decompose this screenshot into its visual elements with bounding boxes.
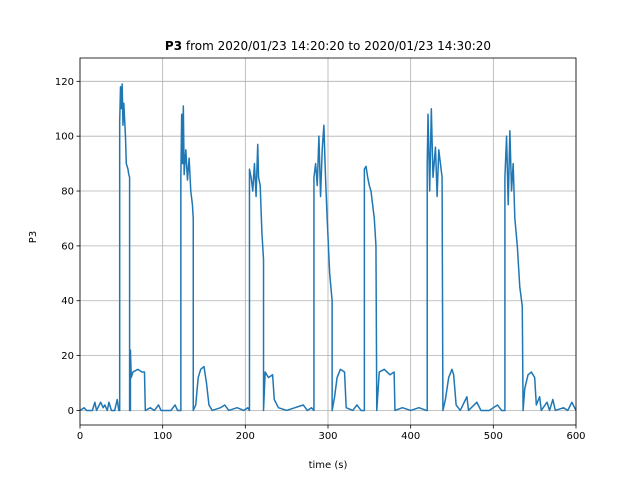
y-tick-label: 40 (61, 296, 74, 307)
title-rest: from 2020/01/23 14:20:20 to 2020/01/23 1… (186, 39, 491, 53)
x-tick-label: 300 (318, 431, 337, 442)
y-tick-label: 60 (61, 241, 74, 252)
x-axis-label: time (s) (309, 460, 348, 471)
y-tick-label: 120 (55, 77, 74, 88)
y-tick-label: 20 (61, 351, 74, 362)
chart-title: P3 from 2020/01/23 14:20:20 to 2020/01/2… (165, 39, 491, 53)
x-tick-label: 400 (401, 431, 420, 442)
x-tick-label: 0 (77, 431, 83, 442)
data-line (79, 83, 577, 412)
x-tick-label: 200 (236, 431, 255, 442)
x-tick-label: 600 (566, 431, 585, 442)
y-tick-label: 100 (55, 132, 74, 143)
y-tick-label: 0 (68, 406, 74, 417)
y-axis-label: P3 (28, 231, 39, 243)
plot-frame (79, 57, 577, 426)
x-tick-label: 500 (484, 431, 503, 442)
y-tick-label: 80 (61, 187, 74, 198)
x-tick-label: 100 (153, 431, 172, 442)
title-bold: P3 (165, 39, 182, 53)
